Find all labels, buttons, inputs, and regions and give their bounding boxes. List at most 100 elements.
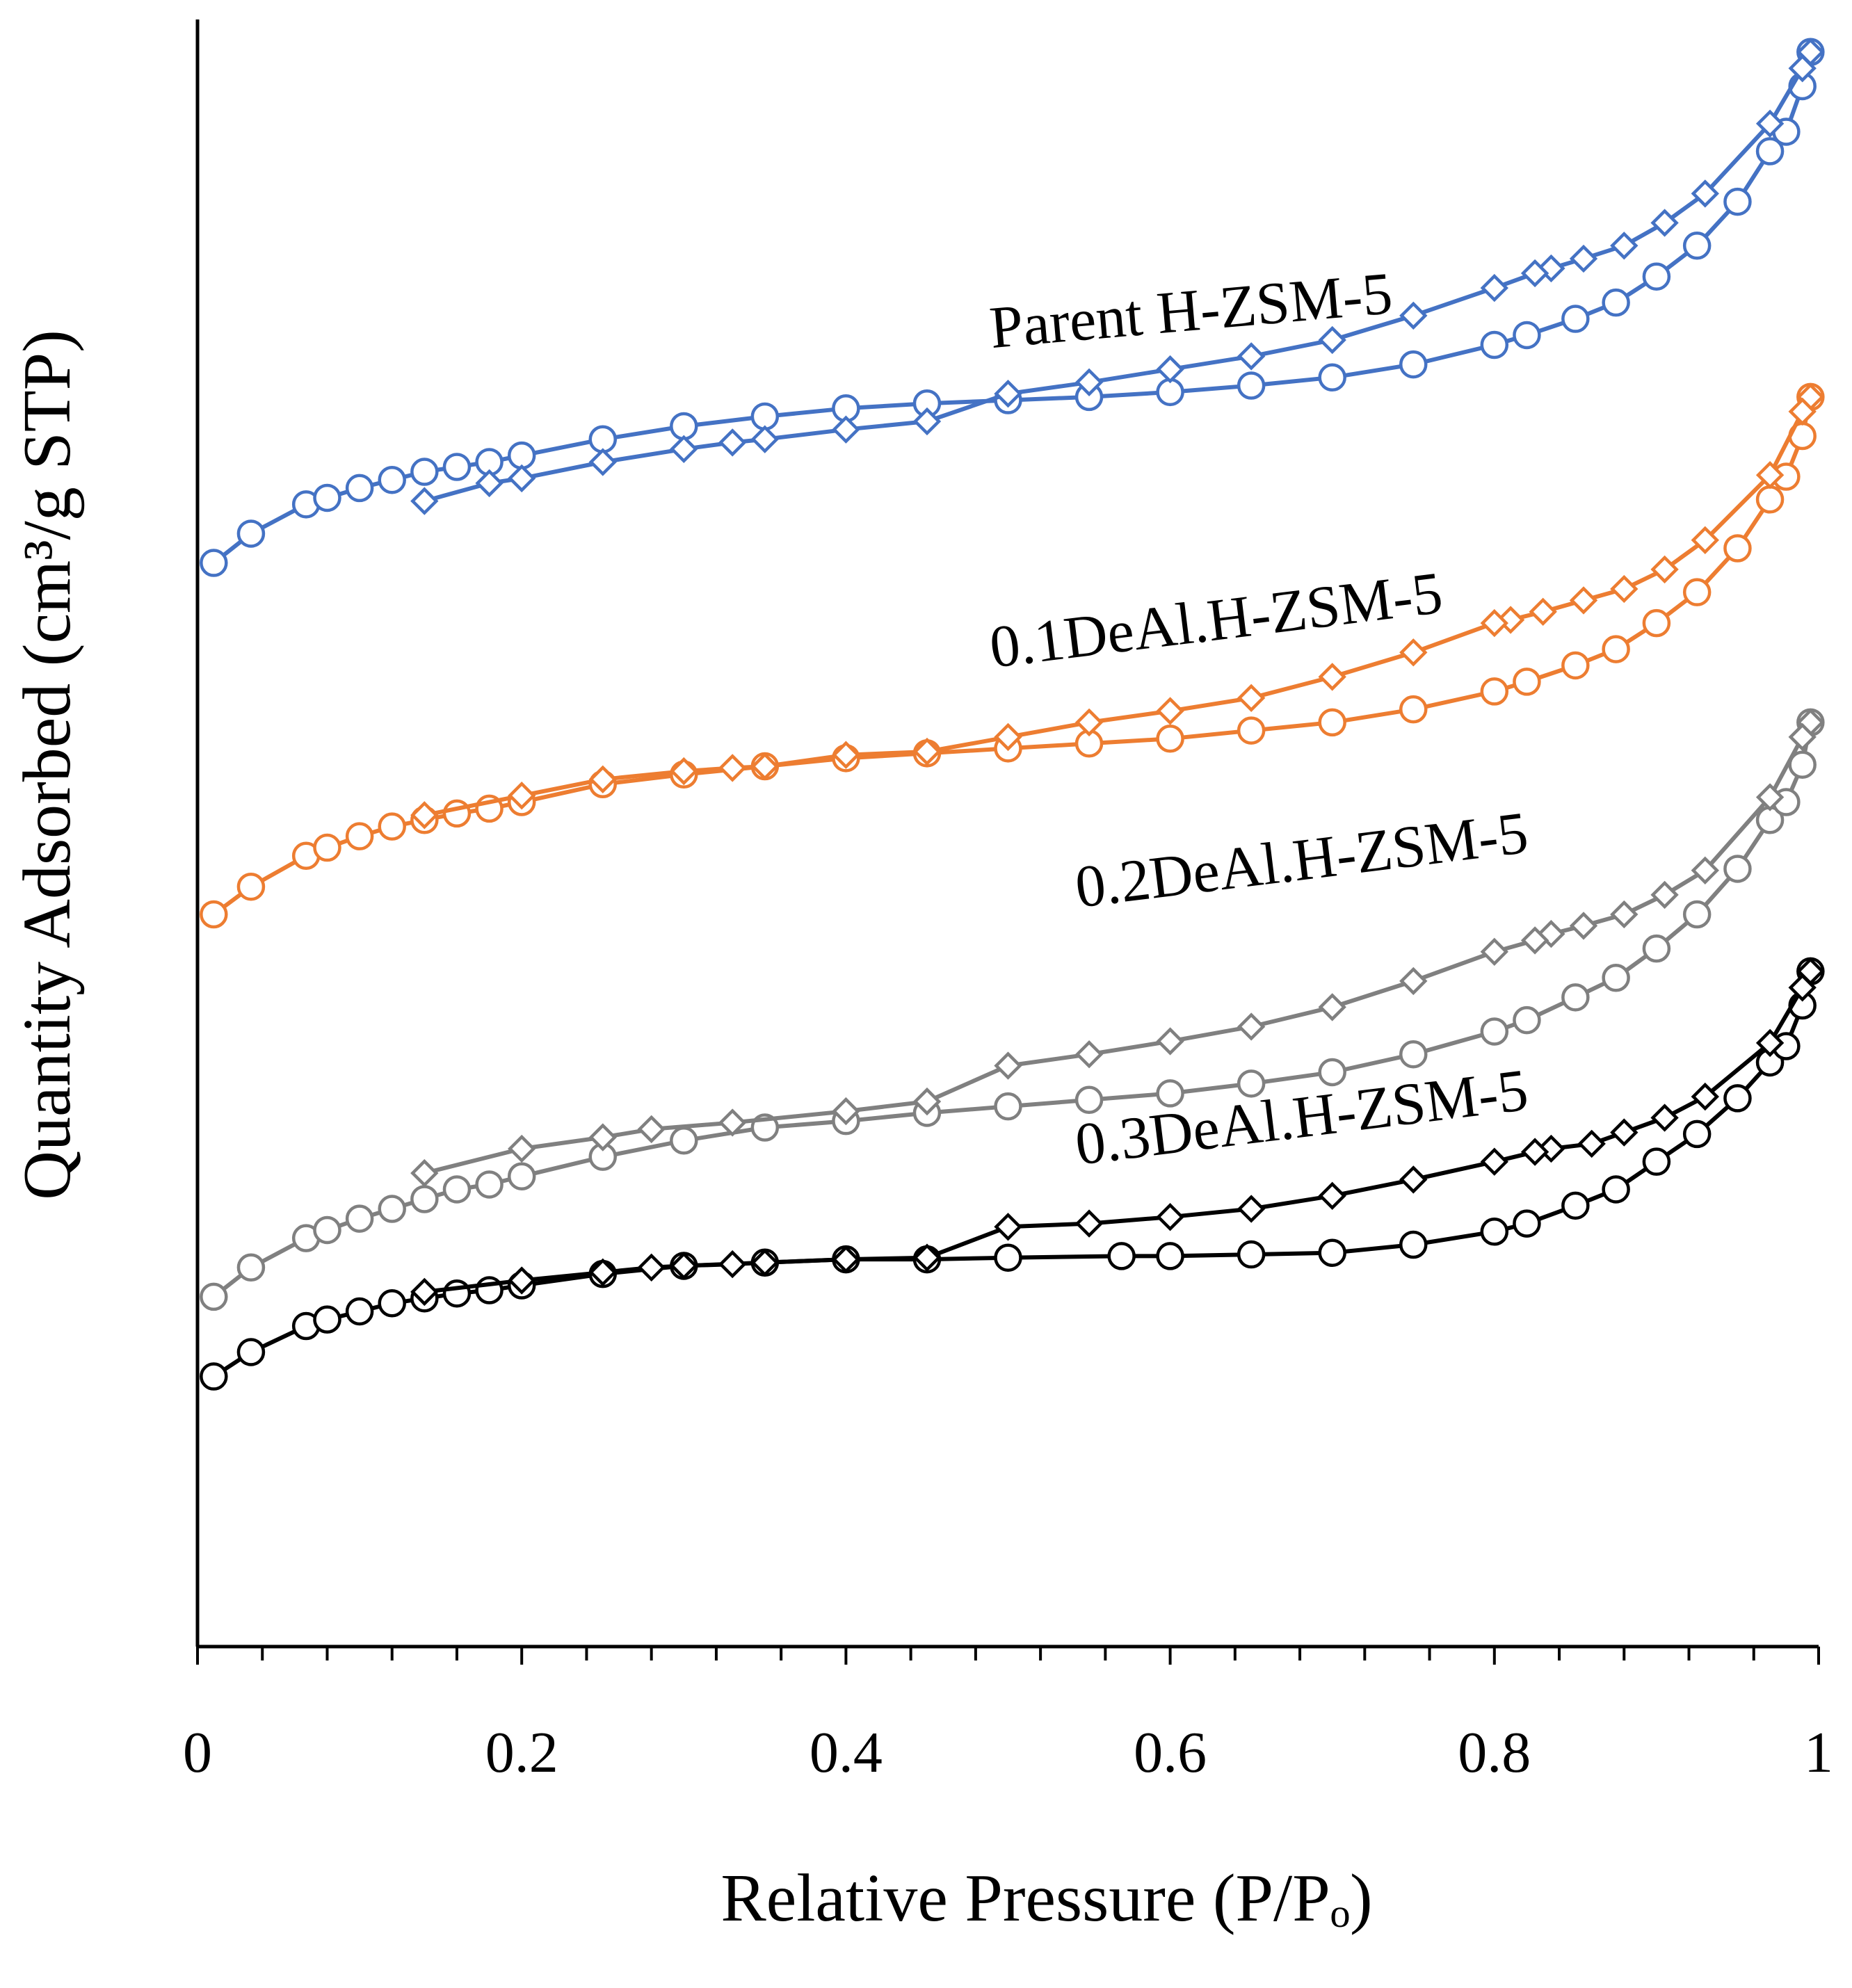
x-tick-label: 0.4 (810, 1720, 883, 1785)
adsorption-point (442, 453, 472, 481)
desorption-point (1650, 555, 1679, 584)
adsorption-point (442, 1175, 472, 1204)
desorption-point (832, 1245, 860, 1274)
x-tick-label: 0 (183, 1720, 212, 1785)
adsorption-point (1642, 1147, 1671, 1176)
adsorption-point (1399, 695, 1428, 724)
desorption-point (508, 1134, 536, 1163)
desorption-point (508, 464, 536, 493)
desorption-point (1788, 397, 1817, 426)
desorption-point (912, 407, 942, 436)
desorption-point (1399, 967, 1428, 996)
adsorption-point (1513, 321, 1541, 350)
desorption-point (1237, 1012, 1266, 1041)
desorption-point (1610, 232, 1638, 260)
desorption-point (1755, 109, 1785, 138)
desorption-point (1399, 638, 1428, 667)
desorption-point (718, 1108, 747, 1137)
adsorption-point (1723, 534, 1752, 563)
desorption-point (1691, 1082, 1719, 1111)
adsorption-point (1107, 1242, 1136, 1270)
adsorption-point (410, 458, 439, 486)
desorption-point (1074, 368, 1104, 396)
adsorption-point (1642, 608, 1671, 638)
adsorption-point (442, 1279, 472, 1308)
desorption-point (1520, 1138, 1549, 1166)
adsorption-point (1561, 651, 1590, 680)
adsorption-point (1480, 330, 1509, 359)
x-axis-ticks (196, 1647, 1820, 1665)
desorption-point (994, 380, 1022, 408)
adsorption-point (1682, 900, 1712, 929)
adsorption-point (345, 1204, 374, 1233)
adsorption-point (1602, 288, 1630, 317)
adsorption-point (1513, 1209, 1541, 1238)
adsorption-point (670, 1126, 698, 1155)
desorption-point (1237, 684, 1266, 712)
desorption-point (718, 754, 747, 782)
adsorption-point (1399, 1040, 1428, 1069)
desorption-point (1480, 1147, 1508, 1176)
adsorption-point (1480, 1017, 1509, 1046)
adsorption-point (345, 474, 374, 503)
series-0 (200, 38, 1825, 577)
desorption-point (750, 752, 779, 781)
adsorption-point (750, 402, 780, 431)
desorption-point (1755, 461, 1785, 490)
adsorption-point (1156, 1079, 1184, 1108)
desorption-point (718, 1250, 747, 1279)
desorption-point (588, 1258, 617, 1286)
desorption-point (1650, 209, 1679, 237)
adsorption-point (378, 812, 406, 841)
series-1 (200, 382, 1825, 929)
adsorption-point (378, 1195, 406, 1223)
adsorption-point (1755, 485, 1785, 514)
adsorption-point (313, 1215, 341, 1245)
desorption-point (1569, 586, 1598, 615)
adsorption-point (345, 822, 374, 850)
desorption-point (1156, 1027, 1184, 1056)
adsorption-point (1318, 1238, 1346, 1267)
adsorption-point (507, 1162, 536, 1190)
desorption-point (1520, 259, 1549, 288)
desorption-point (1691, 856, 1719, 884)
adsorption-point (1318, 363, 1346, 392)
adsorption-point (200, 900, 228, 929)
desorption-point (1480, 608, 1508, 638)
x-tick-label: 0.6 (1134, 1720, 1207, 1785)
desorption-point (1577, 1129, 1606, 1158)
y-axis-title: Quantity Adsorbed (cm³/g STP) (10, 330, 85, 1200)
desorption-point (1399, 301, 1428, 330)
adsorption-point (1237, 1069, 1266, 1098)
desorption-point (1691, 179, 1719, 208)
adsorption-point (236, 1253, 266, 1282)
adsorption-point (1723, 187, 1752, 216)
desorption-point (832, 1097, 860, 1126)
adsorption-point (1561, 305, 1590, 333)
desorption-point (410, 487, 439, 515)
desorption-point (588, 765, 617, 793)
x-axis-title: Relative Pressure (P/Pₒ) (720, 1861, 1372, 1936)
desorption-point (1156, 697, 1184, 725)
desorption-point (1156, 1203, 1184, 1231)
desorption-point (1074, 1209, 1104, 1238)
adsorption-point (200, 1282, 228, 1311)
desorption-point (670, 757, 698, 786)
plot-axes: 0 0.2 0.4 0.6 0.8 1 (183, 19, 1833, 1785)
desorption-point (912, 1243, 942, 1272)
desorption-point (1074, 708, 1104, 737)
adsorption-point (1399, 1230, 1428, 1259)
desorption-point (1788, 54, 1817, 83)
adsorption-point (588, 425, 617, 453)
series-layer (200, 38, 1825, 1391)
desorption-point (750, 1248, 779, 1277)
desorption-point (1610, 900, 1638, 929)
desorption-point (410, 801, 439, 830)
adsorption-point (1682, 1120, 1712, 1149)
adsorption-point (1642, 262, 1671, 291)
desorption-point (508, 782, 536, 810)
desorption-point (1610, 574, 1638, 604)
desorption-point (1156, 355, 1184, 384)
adsorption-point (1723, 855, 1752, 883)
